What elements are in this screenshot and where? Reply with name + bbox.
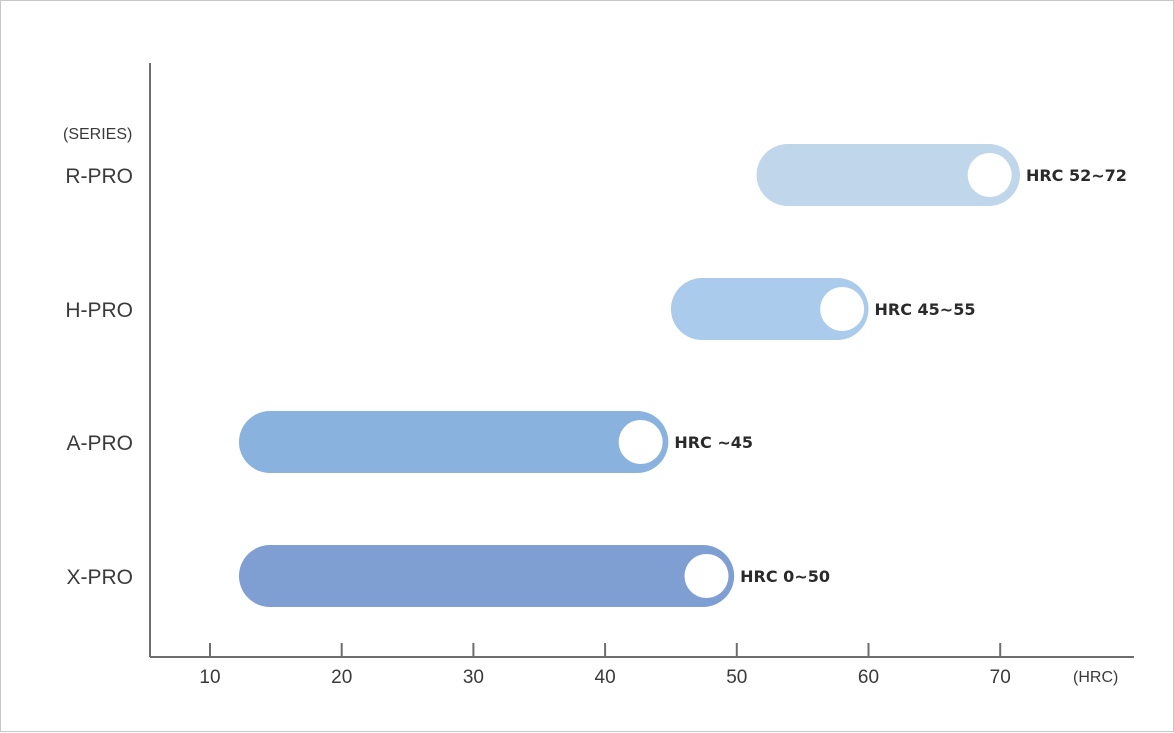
series-row: A-PRO HRC ~45	[66, 411, 753, 473]
x-tick-label: 60	[858, 667, 879, 688]
x-tick-label: 50	[726, 667, 747, 688]
x-tick-label: 10	[199, 667, 220, 688]
x-tick-label: 40	[595, 667, 616, 688]
range-end-marker	[685, 554, 729, 598]
range-data-label: HRC 52~72	[1026, 166, 1127, 185]
range-end-marker	[968, 153, 1012, 197]
range-end-marker	[619, 420, 663, 464]
range-bar	[239, 411, 668, 473]
category-label: R-PRO	[65, 165, 133, 188]
x-unit-label: (HRC)	[1073, 669, 1118, 686]
range-data-label: HRC ~45	[674, 433, 753, 452]
series-row: R-PRO HRC 52~72	[65, 144, 1127, 206]
y-unit-label: (SERIES)	[63, 126, 132, 143]
category-label: H-PRO	[65, 299, 133, 322]
x-tick-label: 30	[463, 667, 484, 688]
range-end-marker	[820, 287, 864, 331]
series-row: H-PRO HRC 45~55	[65, 278, 975, 340]
x-tick-label: 70	[990, 667, 1011, 688]
x-tick-label: 20	[331, 667, 352, 688]
range-data-label: HRC 45~55	[875, 300, 976, 319]
category-label: A-PRO	[66, 432, 133, 455]
range-bar	[239, 545, 734, 607]
category-label: X-PRO	[66, 566, 133, 589]
x-ticks: 10 20 30 40 50 60 70	[199, 643, 1010, 688]
range-data-label: HRC 0~50	[740, 567, 830, 586]
series-row: X-PRO HRC 0~50	[66, 545, 830, 607]
range-bars: R-PRO HRC 52~72 H-PRO HRC 45~55 A-PRO HRC ~45…	[65, 144, 1127, 607]
